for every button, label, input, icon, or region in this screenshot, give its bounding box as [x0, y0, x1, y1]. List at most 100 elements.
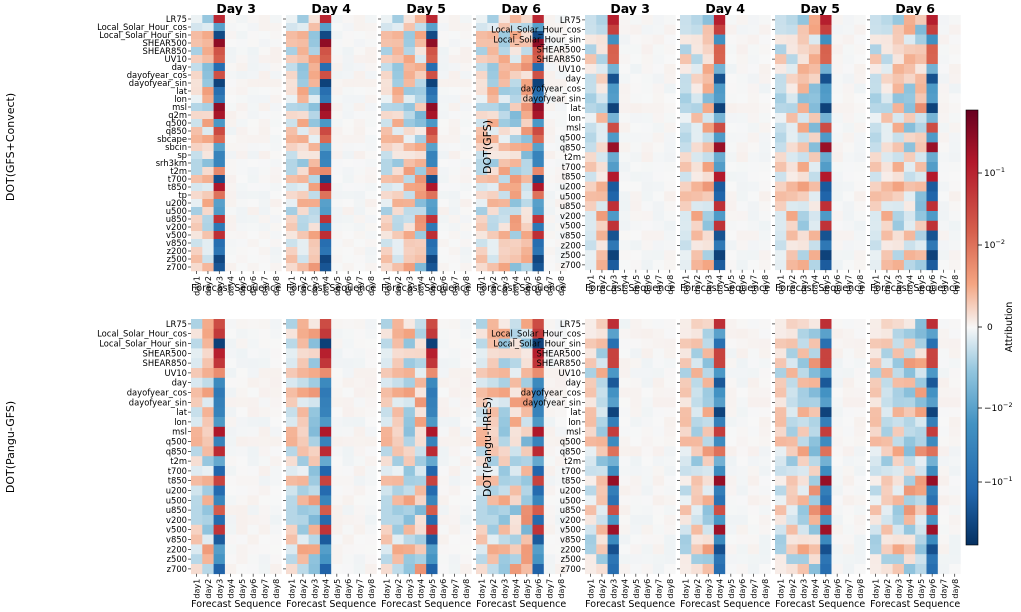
heatmap-cell [403, 534, 416, 545]
heatmap-cell [747, 475, 760, 486]
heatmap-cell [680, 15, 692, 26]
heatmap-cell [258, 466, 271, 477]
heatmap-cell [270, 111, 282, 120]
heatmap-cell [202, 63, 214, 72]
heatmap-cell [342, 191, 355, 200]
heatmap-cell [224, 23, 237, 32]
heatmap-cell [498, 466, 511, 477]
heatmap-cell [247, 151, 260, 160]
heatmap-cell [543, 263, 556, 272]
heatmap-cell [702, 191, 715, 202]
heatmap-cell [460, 554, 472, 565]
heatmap-cell [224, 338, 237, 349]
x-tick-label: day5 [917, 579, 926, 599]
heatmap-cell [213, 426, 226, 437]
heatmap-cell [870, 220, 882, 231]
heatmap-cell [498, 475, 511, 486]
heatmap-cell [892, 456, 905, 467]
heatmap-cell [842, 358, 855, 369]
heatmap-cell [702, 34, 715, 45]
heatmap-cell [426, 544, 438, 555]
heatmap-cell [476, 47, 488, 56]
heatmap-cell [319, 239, 332, 248]
heatmap-cell [437, 407, 450, 418]
heatmap-cell [448, 159, 461, 168]
feature-label: dayofyear_sin [523, 93, 581, 103]
heatmap-cell [641, 407, 654, 418]
heatmap-cell [365, 564, 377, 575]
heatmap-cell [331, 23, 343, 32]
heatmap-cell [775, 436, 787, 447]
heatmap-cell [736, 544, 749, 555]
heatmap-cell [319, 207, 332, 216]
heatmap-cell [476, 456, 488, 467]
heatmap-cell [426, 397, 438, 408]
heatmap-cell [381, 495, 393, 506]
heatmap-cell [842, 83, 855, 94]
heatmap-cell [831, 554, 844, 565]
heatmap-cell [870, 466, 882, 477]
heatmap-cell [403, 263, 416, 272]
day-subplot: day1 day2 day3 day4 day5 day6 day7 day8Forecast… [283, 319, 377, 610]
heatmap-cell [487, 368, 499, 379]
feature-label: z700 [561, 564, 581, 574]
heatmap-cell [652, 377, 665, 388]
heatmap-cell [476, 151, 488, 160]
heatmap-cell [476, 485, 488, 496]
heatmap-cell [596, 426, 608, 437]
heatmap-cell [713, 152, 726, 163]
heatmap-cell [487, 191, 499, 200]
heatmap-cell [555, 397, 567, 408]
heatmap-cell [498, 167, 511, 176]
heatmap-cell [607, 162, 620, 173]
heatmap-cell [915, 485, 927, 496]
heatmap-cell [403, 328, 416, 339]
heatmap-cell [585, 240, 597, 251]
heatmap-cell [353, 554, 366, 565]
heatmap-cell [691, 152, 703, 163]
heatmap-cell [437, 111, 450, 120]
heatmap-cell [532, 79, 545, 88]
heatmap-cell [937, 44, 950, 55]
heatmap-cell [543, 554, 556, 565]
heatmap-cell [460, 407, 472, 418]
heatmap-cell [270, 338, 282, 349]
heatmap-cell [213, 368, 226, 379]
heatmap-cell [270, 319, 282, 330]
heatmap-cell [607, 485, 620, 496]
heatmap-cell [664, 475, 676, 486]
heatmap-cell [426, 564, 438, 575]
heatmap-cell [831, 113, 844, 124]
heatmap-cell [426, 215, 438, 224]
heatmap-cell [414, 446, 427, 457]
heatmap-cell [831, 564, 844, 575]
heatmap-cell [487, 159, 499, 168]
heatmap-cell [903, 554, 916, 565]
heatmap-cell [725, 564, 737, 575]
heatmap-cell [543, 446, 556, 457]
heatmap-cell [236, 397, 248, 408]
heatmap-cell [596, 260, 608, 271]
heatmap-cell [247, 377, 260, 388]
heatmap-cell [652, 73, 665, 84]
heatmap-cell [949, 64, 961, 75]
heatmap-cell [736, 15, 749, 26]
heatmap-cell [915, 142, 927, 153]
heatmap-cell [808, 544, 821, 555]
heatmap-cell [713, 534, 726, 545]
heatmap-cell [949, 446, 961, 457]
x-tick-label: day6 [738, 275, 747, 295]
heatmap-cell [224, 319, 237, 330]
heatmap-cell [532, 348, 545, 359]
heatmap-cell [247, 239, 260, 248]
heatmap-cell [224, 175, 237, 184]
heatmap-cell [460, 564, 472, 575]
heatmap-cell [881, 260, 893, 271]
heatmap-cell [331, 223, 343, 232]
heatmap-cell [808, 377, 821, 388]
heatmap-cell [342, 159, 355, 168]
heatmap-cell [926, 181, 939, 192]
heatmap-cell [831, 495, 844, 506]
heatmap-cell [297, 23, 309, 32]
